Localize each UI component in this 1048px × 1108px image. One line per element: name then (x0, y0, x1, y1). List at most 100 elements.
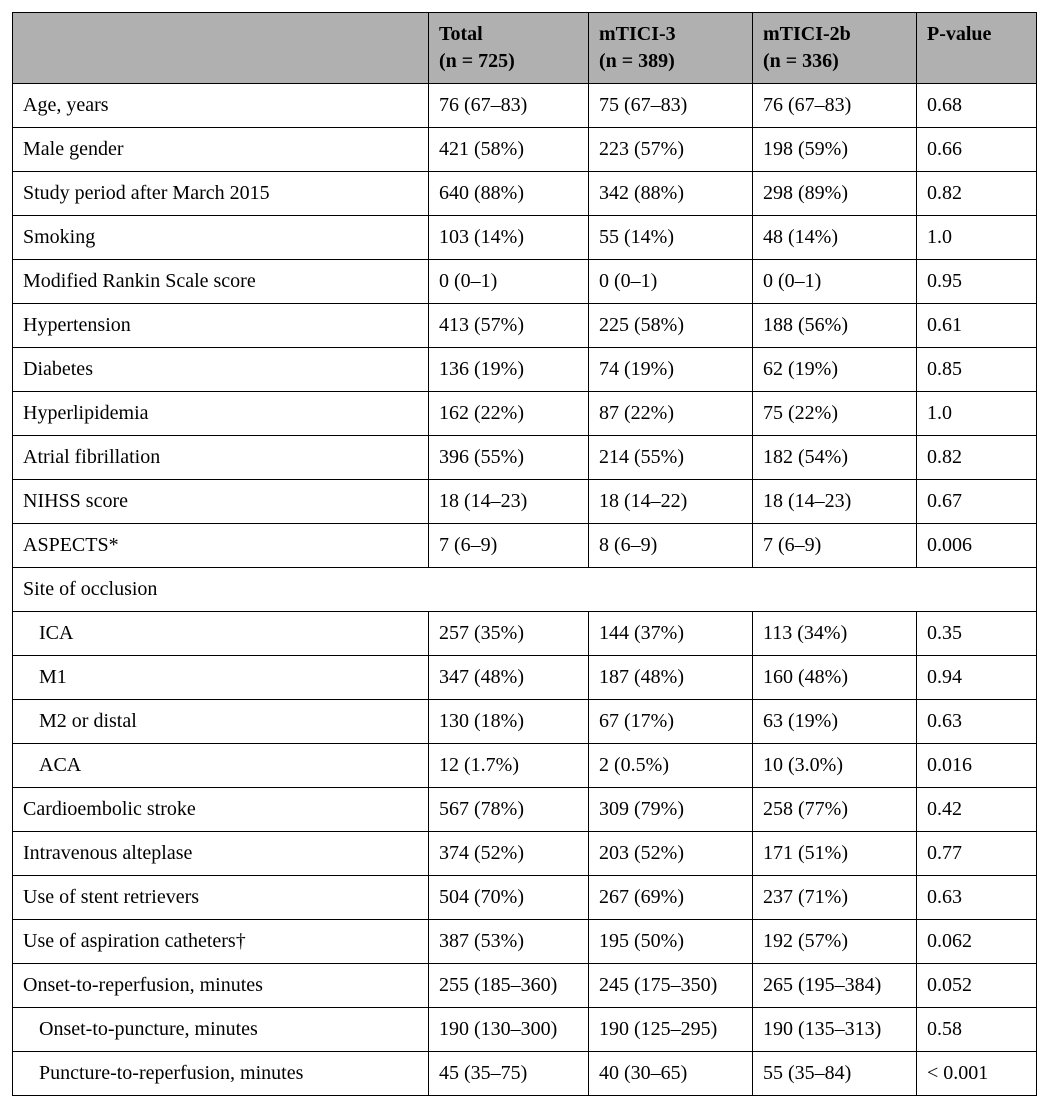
p-value-cell: 0.77 (917, 832, 1037, 876)
value-cell: 171 (51%) (753, 832, 917, 876)
row-label: Puncture-to-reperfusion, minutes (13, 1052, 429, 1096)
section-header: Site of occlusion (13, 568, 1037, 612)
row-label: Use of stent retrievers (13, 876, 429, 920)
p-value-cell: 1.0 (917, 392, 1037, 436)
value-cell: 63 (19%) (753, 700, 917, 744)
row-label: Atrial fibrillation (13, 436, 429, 480)
p-value-cell: 0.82 (917, 436, 1037, 480)
value-cell: 18 (14–23) (753, 480, 917, 524)
table-header: Total(n = 725)mTICI-3(n = 389)mTICI-2b(n… (13, 13, 1037, 84)
column-header-line2: (n = 389) (599, 50, 675, 72)
column-header-line2: (n = 336) (763, 50, 839, 72)
value-cell: 45 (35–75) (429, 1052, 589, 1096)
p-value-cell: 1.0 (917, 216, 1037, 260)
value-cell: 187 (48%) (589, 656, 753, 700)
value-cell: 188 (56%) (753, 304, 917, 348)
table-row: Onset-to-puncture, minutes190 (130–300)1… (13, 1008, 1037, 1052)
value-cell: 144 (37%) (589, 612, 753, 656)
table-row: Hypertension413 (57%)225 (58%)188 (56%)0… (13, 304, 1037, 348)
value-cell: 0 (0–1) (753, 260, 917, 304)
value-cell: 67 (17%) (589, 700, 753, 744)
value-cell: 76 (67–83) (429, 84, 589, 128)
table-row: M1347 (48%)187 (48%)160 (48%)0.94 (13, 656, 1037, 700)
row-label: ICA (13, 612, 429, 656)
value-cell: 130 (18%) (429, 700, 589, 744)
value-cell: 237 (71%) (753, 876, 917, 920)
value-cell: 87 (22%) (589, 392, 753, 436)
value-cell: 413 (57%) (429, 304, 589, 348)
value-cell: 223 (57%) (589, 128, 753, 172)
row-label: Male gender (13, 128, 429, 172)
value-cell: 190 (130–300) (429, 1008, 589, 1052)
table-row: ACA12 (1.7%)2 (0.5%)10 (3.0%)0.016 (13, 744, 1037, 788)
value-cell: 309 (79%) (589, 788, 753, 832)
p-value-cell: 0.66 (917, 128, 1037, 172)
value-cell: 347 (48%) (429, 656, 589, 700)
p-value-cell: < 0.001 (917, 1052, 1037, 1096)
table-row: Cardioembolic stroke567 (78%)309 (79%)25… (13, 788, 1037, 832)
p-value-cell: 0.062 (917, 920, 1037, 964)
column-header-2: mTICI-3(n = 389) (589, 13, 753, 84)
table-row: Intravenous alteplase374 (52%)203 (52%)1… (13, 832, 1037, 876)
p-value-cell: 0.006 (917, 524, 1037, 568)
value-cell: 40 (30–65) (589, 1052, 753, 1096)
row-label: Age, years (13, 84, 429, 128)
value-cell: 113 (34%) (753, 612, 917, 656)
row-label: Intravenous alteplase (13, 832, 429, 876)
value-cell: 640 (88%) (429, 172, 589, 216)
value-cell: 190 (125–295) (589, 1008, 753, 1052)
table-row: Use of aspiration catheters†387 (53%)195… (13, 920, 1037, 964)
row-label: Use of aspiration catheters† (13, 920, 429, 964)
table-row: M2 or distal130 (18%)67 (17%)63 (19%)0.6… (13, 700, 1037, 744)
value-cell: 374 (52%) (429, 832, 589, 876)
row-label: Onset-to-puncture, minutes (13, 1008, 429, 1052)
value-cell: 12 (1.7%) (429, 744, 589, 788)
value-cell: 265 (195–384) (753, 964, 917, 1008)
value-cell: 421 (58%) (429, 128, 589, 172)
value-cell: 504 (70%) (429, 876, 589, 920)
row-label: Hyperlipidemia (13, 392, 429, 436)
table-row: Atrial fibrillation396 (55%)214 (55%)182… (13, 436, 1037, 480)
value-cell: 10 (3.0%) (753, 744, 917, 788)
row-label: Modified Rankin Scale score (13, 260, 429, 304)
value-cell: 258 (77%) (753, 788, 917, 832)
p-value-cell: 0.61 (917, 304, 1037, 348)
row-label: M1 (13, 656, 429, 700)
value-cell: 245 (175–350) (589, 964, 753, 1008)
column-header-4: P-value (917, 13, 1037, 84)
value-cell: 225 (58%) (589, 304, 753, 348)
value-cell: 55 (14%) (589, 216, 753, 260)
column-header-0 (13, 13, 429, 84)
value-cell: 0 (0–1) (429, 260, 589, 304)
table-row: Hyperlipidemia162 (22%)87 (22%)75 (22%)1… (13, 392, 1037, 436)
value-cell: 190 (135–313) (753, 1008, 917, 1052)
value-cell: 136 (19%) (429, 348, 589, 392)
row-label: Study period after March 2015 (13, 172, 429, 216)
p-value-cell: 0.63 (917, 876, 1037, 920)
header-row: Total(n = 725)mTICI-3(n = 389)mTICI-2b(n… (13, 13, 1037, 84)
column-header-line1: Total (439, 23, 483, 45)
column-header-1: Total (n = 725) (429, 13, 589, 84)
value-cell: 18 (14–23) (429, 480, 589, 524)
value-cell: 2 (0.5%) (589, 744, 753, 788)
value-cell: 567 (78%) (429, 788, 589, 832)
row-label: ACA (13, 744, 429, 788)
table-row: Smoking103 (14%)55 (14%)48 (14%)1.0 (13, 216, 1037, 260)
value-cell: 75 (67–83) (589, 84, 753, 128)
value-cell: 342 (88%) (589, 172, 753, 216)
value-cell: 257 (35%) (429, 612, 589, 656)
value-cell: 396 (55%) (429, 436, 589, 480)
table-row: Modified Rankin Scale score0 (0–1)0 (0–1… (13, 260, 1037, 304)
table-row: NIHSS score18 (14–23)18 (14–22)18 (14–23… (13, 480, 1037, 524)
p-value-cell: 0.58 (917, 1008, 1037, 1052)
value-cell: 76 (67–83) (753, 84, 917, 128)
value-cell: 214 (55%) (589, 436, 753, 480)
column-header-line2: (n = 725) (439, 50, 515, 72)
table-row: Male gender421 (58%)223 (57%)198 (59%)0.… (13, 128, 1037, 172)
row-label: NIHSS score (13, 480, 429, 524)
baseline-table: Total(n = 725)mTICI-3(n = 389)mTICI-2b(n… (12, 12, 1037, 1096)
p-value-cell: 0.016 (917, 744, 1037, 788)
value-cell: 198 (59%) (753, 128, 917, 172)
value-cell: 74 (19%) (589, 348, 753, 392)
p-value-cell: 0.94 (917, 656, 1037, 700)
